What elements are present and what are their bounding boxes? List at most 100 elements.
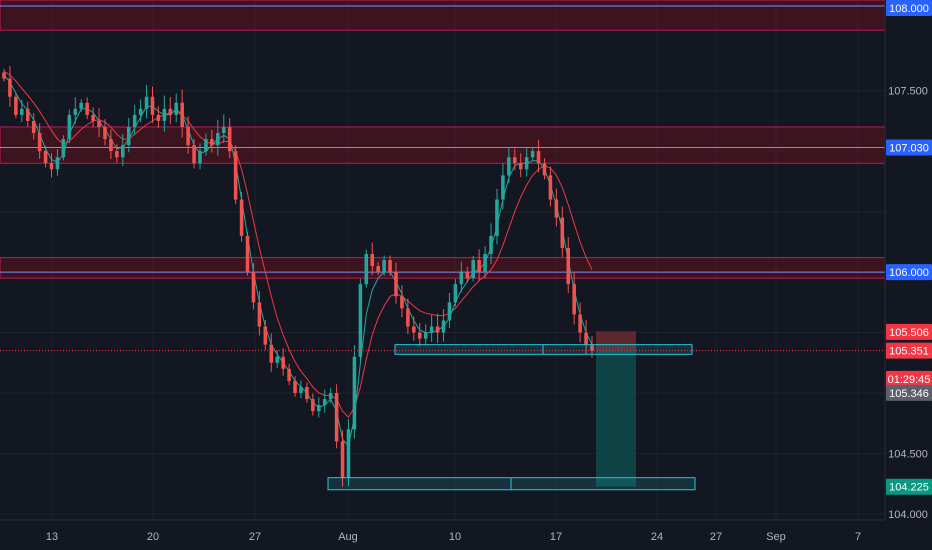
price-label-text: 107.030 bbox=[889, 143, 929, 155]
candle-body bbox=[287, 368, 291, 381]
time-tick-label: 7 bbox=[855, 531, 861, 543]
price-label-box bbox=[886, 0, 932, 16]
candle-body bbox=[210, 139, 214, 146]
candle-body bbox=[233, 151, 238, 200]
take-profit-box[interactable] bbox=[596, 350, 636, 487]
candle-body bbox=[423, 332, 428, 339]
candle-body bbox=[447, 302, 452, 321]
time-tick-label: 17 bbox=[550, 531, 562, 543]
candle-body bbox=[8, 78, 12, 97]
candle-body bbox=[109, 139, 113, 152]
candle-body bbox=[406, 308, 410, 327]
candle-body bbox=[578, 314, 582, 333]
candle-body bbox=[471, 260, 475, 279]
candle-body bbox=[221, 126, 226, 134]
candle-body bbox=[518, 163, 523, 170]
candle-body bbox=[97, 120, 101, 127]
candle-body bbox=[388, 260, 392, 273]
time-tick-label: 27 bbox=[249, 531, 261, 543]
price-label-text: 108.000 bbox=[889, 3, 929, 15]
time-tick-label: 20 bbox=[147, 531, 159, 543]
price-label-box bbox=[886, 342, 932, 359]
candle-body bbox=[257, 302, 262, 327]
time-axis-background bbox=[0, 520, 932, 550]
candle-body bbox=[49, 163, 54, 170]
price-label-box bbox=[886, 370, 932, 387]
candle-body bbox=[20, 108, 24, 115]
candle-body bbox=[507, 157, 511, 176]
candle-body bbox=[204, 139, 208, 152]
candle-body bbox=[263, 326, 268, 345]
candle-body bbox=[275, 356, 279, 363]
price-label-box bbox=[886, 139, 932, 156]
candle-body bbox=[198, 151, 202, 164]
price-label-text: 105.346 bbox=[889, 388, 929, 400]
candle-body bbox=[370, 253, 375, 267]
price-label-box bbox=[886, 384, 932, 401]
candle-body bbox=[73, 108, 78, 115]
candle-body bbox=[542, 163, 547, 176]
grid bbox=[0, 0, 885, 520]
candle-body bbox=[227, 126, 232, 152]
candle-body bbox=[554, 199, 559, 218]
candle-body bbox=[186, 126, 190, 146]
candle-body bbox=[269, 344, 274, 363]
horizontal-lines bbox=[0, 5, 885, 273]
resistance-zone bbox=[0, 126, 886, 164]
candle-body bbox=[174, 102, 179, 115]
candle-body bbox=[524, 157, 529, 170]
stop-loss-box[interactable] bbox=[596, 331, 636, 351]
candle-body bbox=[85, 102, 89, 115]
time-axis[interactable]: 13 20 27 Aug 10 17 24 27 Sep 7 bbox=[46, 531, 861, 543]
candle-body bbox=[376, 266, 380, 273]
time-tick-label: 13 bbox=[46, 531, 58, 543]
candle-body bbox=[536, 151, 541, 164]
candle-body bbox=[328, 393, 333, 400]
candles bbox=[2, 66, 594, 487]
price-label-text: 01:29:45 bbox=[888, 374, 931, 386]
candle-body bbox=[132, 114, 137, 127]
candle-body bbox=[572, 284, 576, 315]
position-tool[interactable] bbox=[596, 331, 636, 487]
price-label-text: 104.225 bbox=[889, 482, 929, 494]
time-tick-label: 24 bbox=[651, 531, 663, 543]
candle-body bbox=[358, 284, 363, 357]
price-labels: 107.030 106.000 108.000 105.506 105.351 01:29… bbox=[886, 0, 932, 495]
candle-body bbox=[501, 175, 505, 200]
candle-body bbox=[441, 320, 446, 333]
candle-body bbox=[560, 217, 565, 248]
candle-body bbox=[293, 380, 297, 394]
time-tick-label: 27 bbox=[710, 531, 722, 543]
candle-body bbox=[37, 133, 42, 152]
candle-body bbox=[168, 108, 173, 115]
candle-body bbox=[126, 126, 131, 146]
candle-body bbox=[2, 72, 6, 79]
candle-body bbox=[43, 151, 48, 164]
price-label-text: 105.506 bbox=[889, 327, 929, 339]
candle-body bbox=[239, 199, 244, 236]
resistance-zone bbox=[0, 0, 886, 31]
candle-body bbox=[513, 157, 517, 164]
price-tick-label: 104.000 bbox=[888, 509, 928, 521]
candle-body bbox=[67, 114, 72, 140]
support-zones[interactable] bbox=[327, 344, 696, 491]
candle-body bbox=[435, 326, 440, 333]
candle-body bbox=[364, 253, 369, 285]
candle-body bbox=[317, 405, 321, 412]
candle-body bbox=[156, 114, 161, 121]
candle-body bbox=[346, 429, 351, 478]
candle-body bbox=[352, 356, 357, 430]
candle-body bbox=[584, 332, 588, 345]
candle-body bbox=[103, 126, 107, 140]
candle-body bbox=[400, 296, 404, 309]
slow-moving-average-line bbox=[3, 70, 593, 419]
candle-body bbox=[483, 253, 487, 273]
candle-body bbox=[61, 139, 66, 158]
candle-body bbox=[121, 145, 125, 158]
candle-body bbox=[25, 108, 30, 121]
candle-body bbox=[91, 114, 95, 121]
candle-body bbox=[489, 235, 493, 254]
candle-body bbox=[14, 96, 18, 115]
